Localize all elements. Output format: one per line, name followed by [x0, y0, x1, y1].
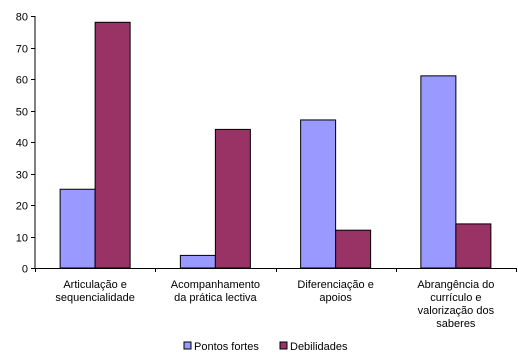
y-axis: 0 10 20 30 40 50 60 70 80	[16, 12, 36, 276]
bar-pontos-fortes	[300, 119, 337, 269]
bar-pontos-fortes	[179, 254, 216, 269]
x-category-label-line: currículo e	[430, 292, 481, 304]
x-category-label-line: saberes	[436, 318, 476, 330]
legend-label: Debilidades	[290, 341, 348, 353]
bar-debilidades	[455, 223, 492, 269]
x-category-label-line: Articulação e	[63, 279, 127, 291]
bar-pontos-fortes	[420, 75, 457, 269]
x-category-label: Abrangência do currículo e valorização dos…	[417, 279, 494, 330]
y-tick-label: 80	[16, 12, 28, 24]
y-tick-label: 40	[16, 138, 28, 150]
x-category-label-line: apoios	[319, 292, 352, 304]
bar-pontos-fortes	[59, 188, 96, 269]
bar-debilidades	[335, 229, 372, 269]
x-axis: Articulação e sequencialidade Acompanhamen…	[35, 268, 517, 330]
y-tick-label: 10	[16, 233, 28, 245]
x-category-label-line: da prática lectiva	[174, 292, 257, 304]
y-tick-label: 30	[16, 170, 28, 182]
bars	[59, 21, 492, 269]
x-category-label-line: Acompanhamento	[171, 279, 260, 291]
legend-label: Pontos fortes	[194, 341, 259, 353]
x-category-label: Diferenciação e apoios	[297, 279, 373, 304]
y-tick-label: 0	[22, 264, 28, 276]
bar-debilidades	[94, 21, 131, 269]
y-tick-label: 70	[16, 44, 28, 56]
x-category-label-line: valorização dos	[418, 305, 495, 317]
legend-swatch	[183, 341, 192, 350]
legend: Pontos fortes Debilidades	[183, 341, 348, 353]
y-tick-label: 50	[16, 107, 28, 119]
x-category-label-line: Diferenciação e	[297, 279, 373, 291]
x-category-label-line: sequencialidade	[55, 292, 135, 304]
y-tick-label: 60	[16, 75, 28, 87]
x-category-label: Acompanhamento da prática lectiva	[171, 279, 260, 304]
y-tick-label: 20	[16, 201, 28, 213]
x-category-label-line: Abrangência do	[417, 279, 494, 291]
x-category-label: Articulação e sequencialidade	[55, 279, 135, 304]
legend-swatch	[279, 341, 288, 350]
bar-debilidades	[214, 128, 251, 269]
